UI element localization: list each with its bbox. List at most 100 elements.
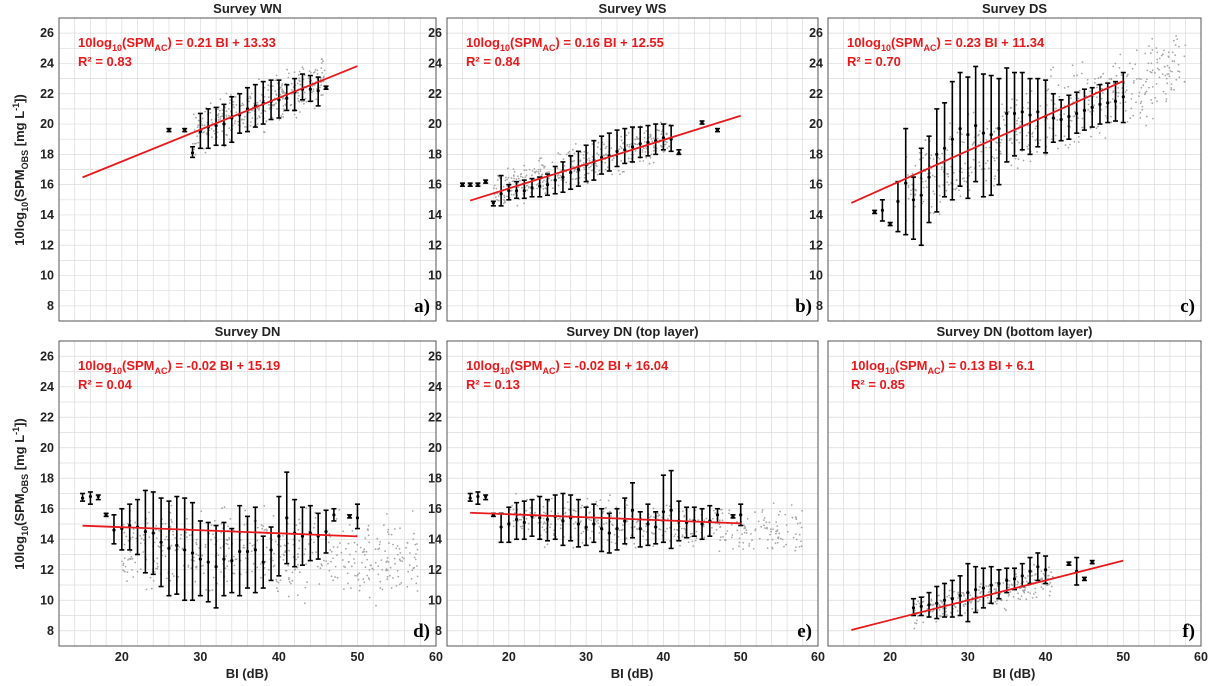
scatter-point <box>574 178 577 180</box>
scatter-point <box>652 507 655 510</box>
scatter-point <box>681 510 684 513</box>
scatter-point <box>142 551 145 553</box>
scatter-point <box>1077 141 1080 144</box>
scatter-point <box>353 558 355 560</box>
bin-mean-point <box>96 494 100 499</box>
bin-mean-point <box>167 546 171 551</box>
scatter-point <box>985 146 988 149</box>
scatter-point <box>297 563 299 566</box>
scatter-point <box>964 612 966 614</box>
bin-mean-point <box>514 517 519 522</box>
scatter-point <box>1027 131 1030 134</box>
scatter-point <box>204 543 207 546</box>
scatter-point <box>303 602 306 605</box>
scatter-point <box>512 180 515 183</box>
scatter-point <box>385 569 388 572</box>
scatter-point <box>681 534 684 536</box>
scatter-point <box>930 599 933 602</box>
scatter-point <box>225 555 228 557</box>
scatter-point <box>225 114 228 117</box>
y-tick-label: 12 <box>428 238 442 252</box>
scatter-point <box>1117 95 1119 98</box>
scatter-point <box>227 525 230 528</box>
scatter-point <box>1117 91 1120 94</box>
scatter-point <box>1007 595 1010 597</box>
bin-mean-point <box>332 513 336 517</box>
scatter-point <box>1047 574 1050 577</box>
scatter-point <box>1133 80 1135 82</box>
scatter-point <box>134 561 137 564</box>
scatter-point <box>591 143 594 145</box>
scatter-point <box>1027 101 1029 104</box>
scatter-point <box>534 511 536 514</box>
scatter-point <box>210 538 212 541</box>
bin-mean-point <box>104 513 108 517</box>
bin-mean-point <box>324 86 328 90</box>
y-tick-label: 22 <box>809 87 823 101</box>
scatter-point <box>1097 77 1100 80</box>
scatter-point <box>323 559 325 562</box>
scatter-point <box>664 530 667 533</box>
scatter-point <box>1143 93 1146 96</box>
scatter-point <box>931 610 934 613</box>
scatter-point <box>398 547 401 550</box>
scatter-point <box>235 558 238 561</box>
scatter-point <box>618 512 621 514</box>
scatter-point <box>210 127 213 130</box>
scatter-point <box>573 170 576 173</box>
scatter-point <box>307 77 310 80</box>
bin-mean-point <box>989 133 993 137</box>
scatter-point <box>191 142 194 145</box>
scatter-point <box>344 566 346 569</box>
bin-mean-point <box>966 591 970 595</box>
scatter-point <box>149 576 152 579</box>
scatter-point <box>261 527 263 530</box>
scatter-point <box>357 573 359 576</box>
scatter-point <box>968 189 971 192</box>
scatter-point <box>1120 74 1123 76</box>
scatter-point <box>299 522 301 525</box>
scatter-point <box>1096 86 1098 89</box>
scatter-point <box>280 86 282 89</box>
scatter-point <box>715 528 718 531</box>
scatter-point <box>996 584 999 587</box>
scatter-point <box>594 164 597 167</box>
scatter-point <box>311 551 314 554</box>
scatter-point <box>249 95 251 98</box>
scatter-point <box>395 547 398 550</box>
scatter-point <box>529 507 532 509</box>
scatter-point <box>572 546 575 549</box>
scatter-point <box>1025 598 1028 601</box>
scatter-point <box>798 533 801 536</box>
scatter-point <box>1169 70 1172 72</box>
scatter-point <box>353 562 356 564</box>
scatter-point <box>633 526 636 529</box>
scatter-point <box>1109 101 1112 103</box>
scatter-point <box>719 536 722 538</box>
scatter-point <box>132 576 135 578</box>
scatter-point <box>957 593 960 595</box>
scatter-point <box>226 580 229 583</box>
scatter-point <box>963 594 965 597</box>
scatter-point <box>248 100 251 103</box>
scatter-point <box>410 578 413 580</box>
scatter-point <box>142 534 145 536</box>
scatter-point <box>907 197 910 200</box>
scatter-point <box>589 165 592 168</box>
scatter-point <box>1147 62 1150 65</box>
scatter-point <box>527 528 530 531</box>
scatter-point <box>256 526 259 529</box>
scatter-point <box>320 84 322 86</box>
scatter-point <box>279 556 282 558</box>
scatter-point <box>263 95 266 98</box>
bin-mean-point <box>222 557 226 561</box>
scatter-point <box>308 70 311 72</box>
scatter-point <box>582 162 585 164</box>
regression-line <box>82 524 358 538</box>
scatter-point <box>968 174 971 177</box>
scatter-point <box>328 569 331 572</box>
scatter-point <box>573 169 576 172</box>
scatter-point <box>603 523 605 525</box>
scatter-point <box>790 504 793 506</box>
